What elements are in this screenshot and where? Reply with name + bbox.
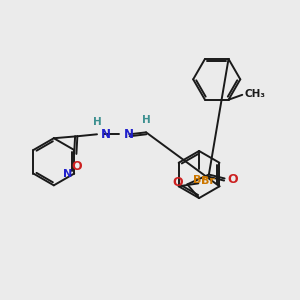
Text: N: N <box>124 128 134 141</box>
Text: O: O <box>71 160 82 173</box>
Text: N: N <box>101 128 111 141</box>
Text: Br: Br <box>193 175 207 184</box>
Text: N: N <box>63 169 72 178</box>
Text: Br: Br <box>201 176 215 186</box>
Text: H: H <box>142 116 150 125</box>
Text: O: O <box>173 176 183 189</box>
Text: H: H <box>93 117 101 128</box>
Text: O: O <box>227 173 238 186</box>
Text: CH₃: CH₃ <box>244 89 265 99</box>
